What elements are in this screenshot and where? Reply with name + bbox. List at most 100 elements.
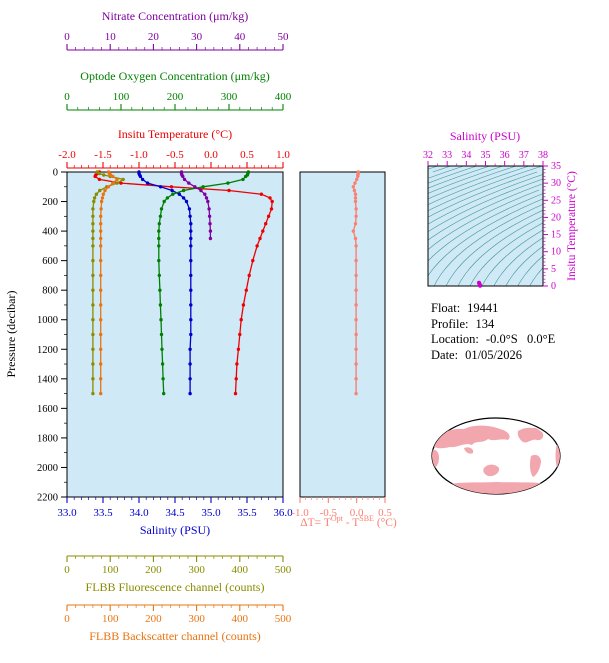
svg-text:200: 200 [145,613,162,625]
oxygen-axis-title: Optode Oxygen Concentration (μm/kg) [80,69,269,83]
nitrate-axis-ticks: 0 10 20 30 40 50 [64,31,290,51]
world-map [431,417,561,495]
temperature-axis-title: Insitu Temperature (°C) [118,127,232,141]
delta-t-axis-label: ΔT= TOpt - TSBE (°C) [288,514,409,529]
svg-text:500: 500 [275,564,292,576]
svg-text:200: 200 [167,91,184,103]
delta-t-label-prefix: ΔT= T [300,517,331,529]
svg-text:400: 400 [42,227,58,238]
svg-text:1600: 1600 [37,404,58,415]
svg-text:200: 200 [42,197,58,208]
delta-t-label-sup-opt: Opt [330,514,343,524]
fluorescence-axis-title: FLBB Fluorescence channel (counts) [86,580,265,594]
temperature-axis-ticks: -2.0 -1.5 -1.0 -0.5 0.0 0.5 1.0 [58,149,290,169]
backscatter-axis: 0 100 200 300 400 500 FLBB Backscatter channe… [64,604,292,643]
svg-text:15: 15 [551,230,561,241]
svg-text:34.0: 34.0 [129,507,149,519]
svg-text:37: 37 [519,150,529,161]
svg-text:600: 600 [42,256,58,267]
date-line: Date: 01/05/2026 [431,348,555,364]
temperature-axis: Insitu Temperature (°C) -2.0 -1.5 -1.0 -0.5… [58,127,290,169]
nitrate-axis: Nitrate Concentration (μm/kg) 0 10 20 30 40 5… [64,9,290,51]
svg-text:100: 100 [113,91,130,103]
float-info: Float: 19441 Profile: 134 Location: -0.0°S … [431,301,555,363]
continent-south-america [529,454,541,477]
delta-t-label-mid: - T [342,517,360,529]
svg-text:0: 0 [64,564,70,576]
svg-text:35: 35 [481,150,491,161]
svg-text:-0.5: -0.5 [166,149,184,161]
continent-australia [483,464,500,477]
svg-text:0: 0 [64,613,70,625]
fluorescence-axis-ticks: 0 100 200 300 400 500 [64,555,292,576]
delta-t-plot: -1.0 -0.5 0.0 0.5 [291,170,392,519]
svg-text:-2.0: -2.0 [58,149,76,161]
svg-text:0.5: 0.5 [240,149,254,161]
svg-text:32: 32 [423,150,433,161]
svg-text:33.0: 33.0 [57,507,77,519]
svg-text:0: 0 [64,31,70,43]
svg-text:20: 20 [148,31,160,43]
svg-text:10: 10 [105,31,117,43]
backscatter-axis-ticks: 0 100 200 300 400 500 [64,604,292,625]
svg-text:800: 800 [42,286,58,297]
profile-label: Profile: [431,316,469,331]
date-label: Date: [431,347,459,362]
continent-africa-right-edge [555,444,560,469]
pressure-axis-label: Pressure (decibar) [4,291,18,378]
continent-eurasia [432,425,510,449]
continent-greenland [530,428,540,435]
svg-text:0.5: 0.5 [378,507,392,519]
fluorescence-axis: 0 100 200 300 400 500 FLBB Fluorescence chann… [64,555,292,594]
svg-text:2200: 2200 [37,493,58,504]
svg-text:0.0: 0.0 [204,149,218,161]
continent-antarctica [438,482,556,494]
ts-diagram-area: 32 33 34 35 36 37 38 0 5 10 15 20 25 30 35 [423,150,561,292]
profile-plot-area: 0 200 400 600 800 1000 1200 1400 1600 1800 2000 220… [37,168,293,519]
svg-text:-0.5: -0.5 [320,507,338,519]
svg-text:35.0: 35.0 [201,507,221,519]
svg-text:10: 10 [551,247,561,258]
svg-text:40: 40 [234,31,246,43]
svg-text:30: 30 [191,31,203,43]
svg-text:50: 50 [278,31,290,43]
location-line: Location: -0.0°S 0.0°E [431,332,555,348]
svg-text:400: 400 [232,613,249,625]
nitrate-axis-title: Nitrate Concentration (μm/kg) [102,9,248,23]
svg-text:33.5: 33.5 [93,507,113,519]
svg-text:38: 38 [538,150,548,161]
svg-text:400: 400 [275,91,292,103]
oxygen-axis: Optode Oxygen Concentration (μm/kg) 0 100… [64,69,292,111]
svg-text:25: 25 [551,195,561,206]
svg-text:1400: 1400 [37,374,58,385]
svg-text:36.0: 36.0 [273,507,293,519]
profile-line: Profile: 134 [431,317,555,333]
location-value: -0.0°S 0.0°E [485,332,556,346]
svg-text:300: 300 [221,91,238,103]
svg-text:35.5: 35.5 [237,507,257,519]
backscatter-axis-title: FLBB Backscatter channel (counts) [89,629,261,643]
svg-text:300: 300 [188,564,205,576]
continent-india-sea [464,447,474,454]
svg-text:100: 100 [102,613,119,625]
float-id-line: Float: 19441 [431,301,555,317]
svg-text:0.0: 0.0 [350,507,364,519]
svg-text:20: 20 [551,212,561,223]
svg-text:-1.0: -1.0 [130,149,148,161]
svg-text:35: 35 [551,161,561,172]
float-label: Float: [431,301,461,315]
svg-text:0: 0 [53,168,58,179]
float-value: 19441 [467,301,499,315]
ts-diagram: Salinity (PSU) Insitu Temperature (°C) 3… [423,129,578,292]
delta-t-label-sup-sbe: SBE [359,514,374,524]
delta-t-plot-area: -1.0 -0.5 0.0 0.5 [291,170,392,519]
svg-text:30: 30 [551,178,561,189]
svg-text:1000: 1000 [37,315,58,326]
svg-text:-1.0: -1.0 [291,507,309,519]
location-label: Location: [431,332,479,346]
svg-text:34: 34 [461,150,471,161]
svg-text:0: 0 [64,91,70,103]
delta-t-label-suffix: (°C) [373,517,397,529]
svg-text:1800: 1800 [37,433,58,444]
